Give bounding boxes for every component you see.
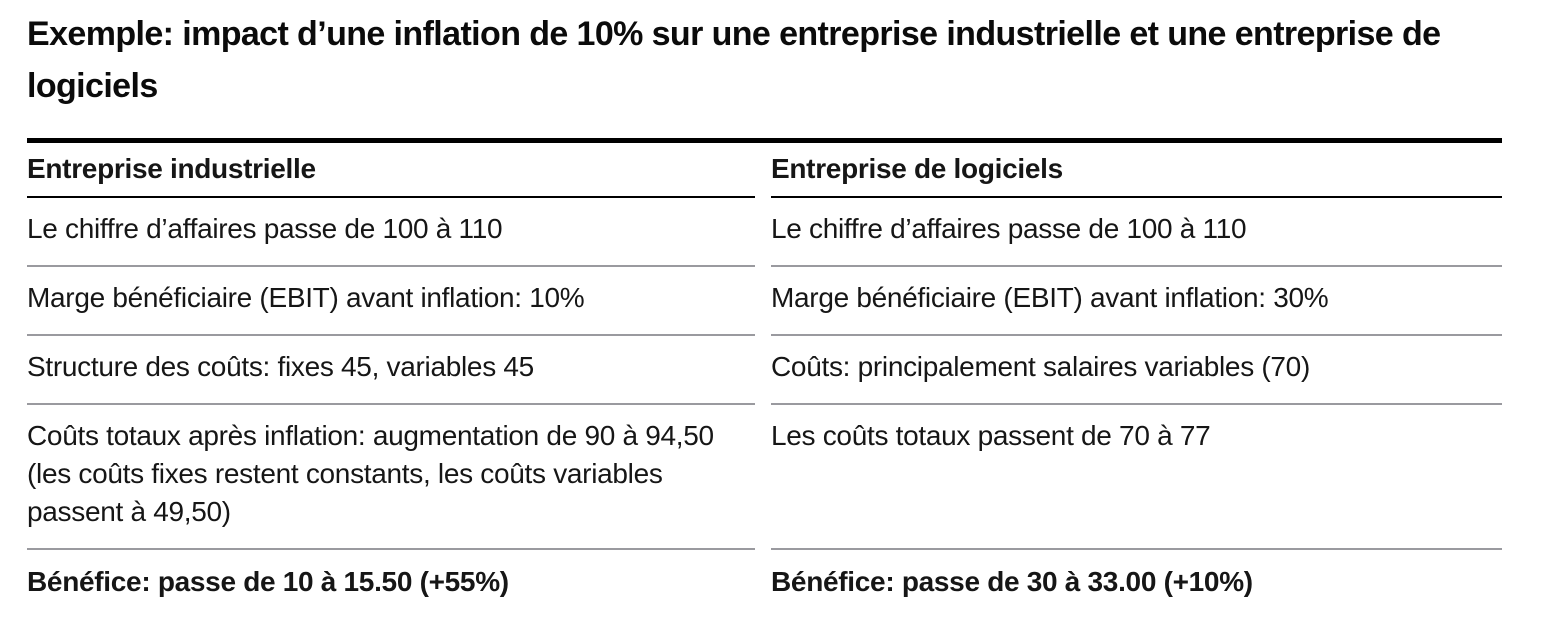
column-gap xyxy=(755,336,771,405)
cell-software-profit: Bénéfice: passe de 30 à 33.00 (+10%) xyxy=(771,566,1253,597)
column-gap xyxy=(755,267,771,336)
cell-industrial-profit: Bénéfice: passe de 10 à 15.50 (+55%) xyxy=(27,566,509,597)
column-header-industrial: Entreprise industrielle xyxy=(27,143,755,198)
column-header-software: Entreprise de logiciels xyxy=(771,143,1502,198)
cell-industrial-cost-structure: Structure des coûts: fixes 45, variables… xyxy=(27,336,755,405)
cell-industrial-revenue: Le chiffre d’affaires passe de 100 à 110 xyxy=(27,198,755,267)
cell-software-cost-structure: Coûts: principalement salaires variables… xyxy=(771,336,1502,405)
cell-software-total-costs: Les coûts totaux passent de 70 à 77 xyxy=(771,405,1502,550)
cell-industrial-total-costs: Coûts totaux après inflation: augmentati… xyxy=(27,405,755,550)
column-gap xyxy=(755,405,771,550)
column-gap xyxy=(755,550,771,613)
cell-software-revenue: Le chiffre d’affaires passe de 100 à 110 xyxy=(771,198,1502,267)
column-gap xyxy=(755,143,771,198)
comparison-table: Entreprise industrielle Entreprise de lo… xyxy=(27,138,1502,613)
page-title: Exemple: impact d’une inflation de 10% s… xyxy=(27,15,1441,105)
column-gap xyxy=(755,198,771,267)
cell-software-margin: Marge bénéficiaire (EBIT) avant inflatio… xyxy=(771,267,1502,336)
cell-industrial-margin: Marge bénéficiaire (EBIT) avant inflatio… xyxy=(27,267,755,336)
